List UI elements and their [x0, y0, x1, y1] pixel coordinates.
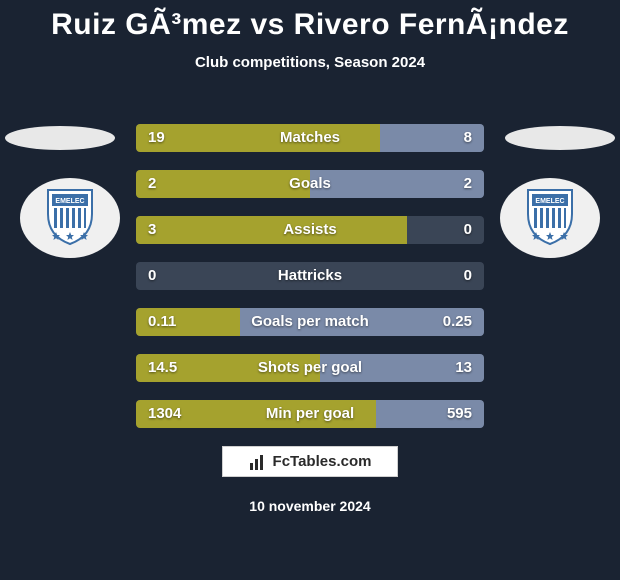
watermark[interactable]: FcTables.com: [222, 446, 398, 477]
value-right: 13: [455, 354, 472, 382]
comparison-row: Goals2 2: [136, 170, 484, 198]
comparison-row: Goals per match0.11 0.25: [136, 308, 484, 336]
row-label: Hattricks: [136, 262, 484, 290]
comparison-row: Matches19 8: [136, 124, 484, 152]
comparison-row: Shots per goal14.5 13: [136, 354, 484, 382]
row-label: Min per goal: [136, 400, 484, 428]
comparison-row: Assists3 0: [136, 216, 484, 244]
value-right: 0.25: [443, 308, 472, 336]
comparison-row: Min per goal1304 595: [136, 400, 484, 428]
club-shield-icon: EMELEC: [44, 186, 96, 246]
value-right: 8: [464, 124, 472, 152]
club-badge-right: EMELEC: [500, 178, 600, 258]
svg-text:EMELEC: EMELEC: [55, 198, 84, 205]
value-right: 595: [447, 400, 472, 428]
row-label: Goals: [136, 170, 484, 198]
svg-text:EMELEC: EMELEC: [535, 198, 564, 205]
club-shield-icon: EMELEC: [524, 186, 576, 246]
date-label: 10 november 2024: [0, 498, 620, 514]
comparison-rows: Matches198Goals22Assists30Hattricks00Goa…: [136, 124, 484, 446]
value-left: 2: [148, 170, 156, 198]
value-left: 0: [148, 262, 156, 290]
row-label: Shots per goal: [136, 354, 484, 382]
value-left: 14.5: [148, 354, 177, 382]
chart-bars-icon: [249, 453, 267, 471]
value-left: 19: [148, 124, 165, 152]
value-left: 3: [148, 216, 156, 244]
player-right-ellipse: [505, 126, 615, 150]
comparison-row: Hattricks0 0: [136, 262, 484, 290]
watermark-label: FcTables.com: [273, 453, 372, 470]
value-right: 0: [464, 262, 472, 290]
row-label: Matches: [136, 124, 484, 152]
club-badge-left: EMELEC: [20, 178, 120, 258]
value-left: 0.11: [148, 308, 176, 336]
page-title: Ruiz GÃ³mez vs Rivero FernÃ¡ndez: [0, 0, 620, 42]
row-label: Assists: [136, 216, 484, 244]
value-right: 0: [464, 216, 472, 244]
value-right: 2: [464, 170, 472, 198]
player-left-ellipse: [5, 126, 115, 150]
row-label: Goals per match: [136, 308, 484, 336]
subtitle: Club competitions, Season 2024: [0, 54, 620, 71]
value-left: 1304: [148, 400, 181, 428]
